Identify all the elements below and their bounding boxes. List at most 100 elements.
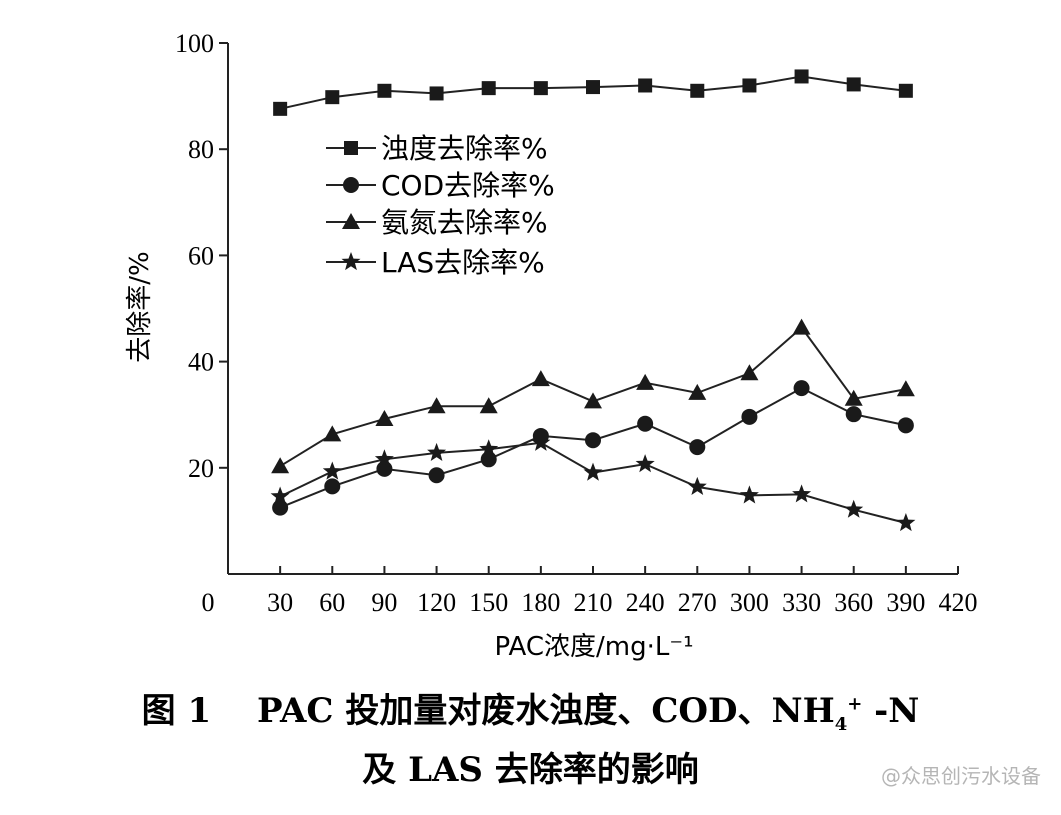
data-point-triangle (896, 380, 915, 397)
data-point-circle (585, 432, 601, 449)
data-point-circle (793, 380, 810, 397)
series-line (279, 441, 907, 524)
data-point-square (533, 81, 548, 96)
data-point-square (429, 86, 444, 101)
y-tick-label: 100 (175, 29, 214, 58)
data-point-circle (637, 415, 654, 432)
data-point-star (531, 432, 551, 451)
caption-suffix: -N (862, 691, 920, 731)
data-point-star (792, 484, 812, 503)
chart-axes (227, 43, 958, 575)
y-tick-label: 40 (188, 348, 214, 377)
x-tick-label: 420 (939, 588, 978, 617)
data-point-triangle (844, 389, 863, 406)
line-chart: 0 30 60 90 120 150 180 210 240 270 300 330 360 390 420… (125, 29, 978, 662)
data-point-triangle (271, 457, 290, 474)
data-point-star (635, 454, 655, 473)
data-point-star (896, 513, 916, 532)
chart-series (270, 69, 916, 532)
data-point-circle (324, 478, 341, 495)
chart-legend: 浊度去除率% COD去除率% 氨氮去除率% LAS去除率% (326, 132, 555, 279)
legend-item: 氨氮去除率% (326, 206, 548, 239)
legend-marker-square (344, 141, 358, 155)
data-point-circle (480, 451, 497, 468)
y-tick-label: 20 (188, 454, 214, 483)
data-point-star (583, 462, 603, 481)
legend-item: LAS去除率% (326, 246, 545, 279)
x-tick-label: 360 (834, 588, 873, 617)
data-point-triangle (479, 397, 498, 414)
x-tick-label: 150 (469, 588, 508, 617)
series-circle (272, 380, 914, 516)
data-point-square (846, 77, 861, 92)
legend-marker-star (341, 252, 361, 271)
legend-item: COD去除率% (326, 169, 555, 202)
data-point-square (377, 83, 392, 98)
x-tick-label: 330 (782, 588, 821, 617)
data-point-triangle (792, 318, 811, 335)
data-point-triangle (688, 383, 707, 400)
series-triangle (271, 318, 915, 474)
caption-prefix: 图 1 PAC 投加量对废水浊度、COD、NH (141, 691, 835, 731)
x-tick-label: 30 (267, 588, 293, 617)
data-point-star (844, 499, 864, 518)
data-point-star (479, 439, 499, 458)
y-axis-label: 去除率/% (125, 251, 155, 362)
data-point-triangle (531, 370, 550, 387)
x-tick-label: 270 (678, 588, 717, 617)
data-point-triangle (740, 364, 759, 381)
x-tick-label: 240 (626, 588, 665, 617)
x-tick-label: 300 (730, 588, 769, 617)
data-point-triangle (636, 373, 655, 390)
legend-marker-circle (343, 177, 359, 193)
figure-caption-line1: 图 1 PAC 投加量对废水浊度、COD、NH4+ -N (0, 683, 1061, 735)
legend-label: COD去除率% (381, 169, 555, 202)
data-point-triangle (323, 425, 342, 442)
figure-caption-line2: 及 LAS 去除率的影响 (362, 750, 699, 790)
x-tick-label: 390 (886, 588, 925, 617)
x-tick-label: 180 (521, 588, 560, 617)
data-point-square (273, 101, 288, 116)
watermark: @众思创污水设备 (881, 764, 1041, 788)
data-point-triangle (584, 392, 602, 409)
x-tick-label: 60 (319, 588, 345, 617)
x-tick-label: 210 (574, 588, 613, 617)
data-point-star (687, 476, 707, 495)
legend-item: 浊度去除率% (326, 132, 548, 165)
y-tick-label: 60 (188, 241, 214, 270)
x-tick-label: 120 (417, 588, 456, 617)
data-point-square (586, 80, 600, 95)
data-point-star (270, 486, 290, 505)
data-point-star (322, 461, 342, 480)
caption-subscript: 4 (834, 713, 848, 735)
series-star (270, 432, 916, 532)
data-point-square (898, 83, 913, 98)
data-point-circle (428, 467, 445, 484)
caption-superscript: + (847, 693, 863, 715)
data-point-star (427, 442, 447, 461)
data-point-circle (897, 417, 914, 434)
data-point-circle (689, 439, 706, 456)
y-tick-label: 80 (188, 135, 214, 164)
data-point-square (794, 69, 809, 84)
data-point-circle (741, 408, 758, 425)
legend-label: 浊度去除率% (381, 132, 548, 165)
legend-marker-triangle (342, 213, 360, 229)
legend-label: LAS去除率% (381, 246, 545, 279)
data-point-square (481, 81, 496, 96)
series-square (273, 69, 913, 116)
y-axis-ticks: 20 40 60 80 100 (175, 29, 228, 483)
x-tick-label: 90 (371, 588, 397, 617)
data-point-circle (845, 406, 862, 423)
data-point-triangle (375, 409, 394, 426)
data-point-star (374, 449, 394, 468)
data-point-star (739, 485, 759, 504)
data-point-triangle (427, 397, 446, 414)
data-point-square (638, 78, 653, 93)
data-point-square (690, 83, 705, 98)
data-point-square (325, 90, 340, 105)
x-axis-ticks: 0 30 60 90 120 150 180 210 240 270 300 330 360 390 420 (202, 566, 978, 617)
legend-label: 氨氮去除率% (381, 206, 548, 239)
x-tick-label: 0 (202, 588, 215, 617)
data-point-square (742, 78, 757, 93)
